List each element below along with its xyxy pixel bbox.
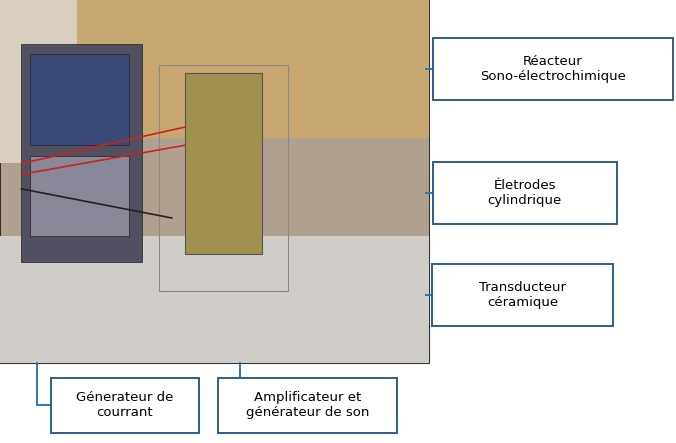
Bar [30, 156, 129, 236]
FancyBboxPatch shape [51, 377, 199, 433]
Text: Génerateur de
courrant: Génerateur de courrant [76, 391, 174, 420]
Bar [185, 73, 262, 254]
Bar [0, 0, 429, 363]
Text: Réacteur
Sono-électrochimique: Réacteur Sono-électrochimique [480, 54, 626, 83]
Text: Transducteur
céramique: Transducteur céramique [479, 280, 566, 309]
FancyBboxPatch shape [432, 264, 613, 326]
Text: Életrodes
cylindrique: Életrodes cylindrique [487, 179, 562, 207]
Text: Amplificateur et
générateur de son: Amplificateur et générateur de son [246, 391, 369, 420]
FancyBboxPatch shape [218, 377, 397, 433]
FancyBboxPatch shape [433, 38, 673, 100]
Bar [30, 54, 129, 145]
Bar [22, 43, 142, 261]
Bar [0, 0, 77, 163]
Bar [159, 66, 287, 291]
Bar [77, 0, 429, 138]
FancyBboxPatch shape [433, 162, 617, 224]
Bar [0, 236, 429, 363]
